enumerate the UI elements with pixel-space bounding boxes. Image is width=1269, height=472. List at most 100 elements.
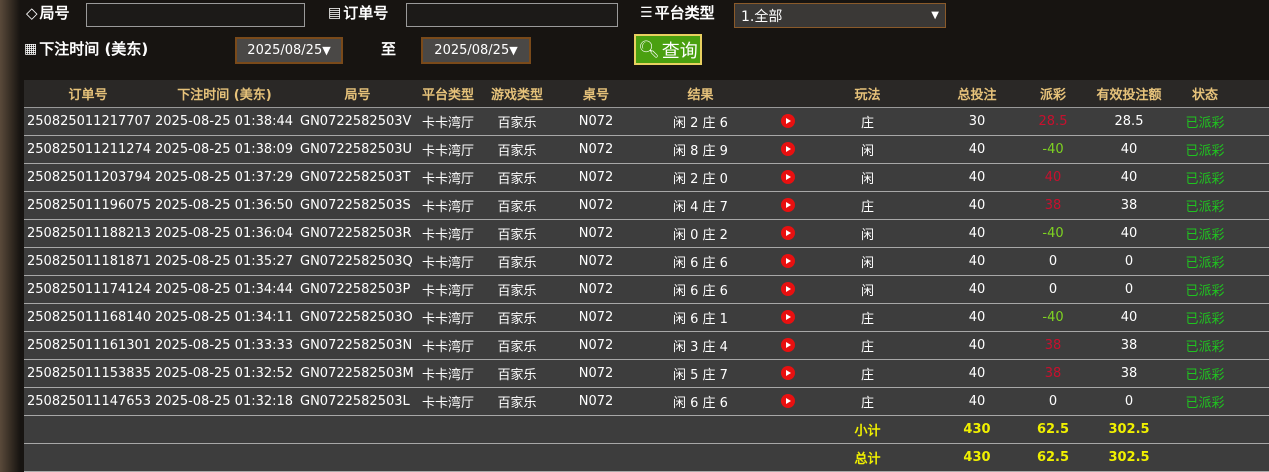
column-header[interactable]: 状态 <box>1181 80 1229 108</box>
orders-table: 订单号 下注时间 (美东) 局号 平台类型 游戏类型 桌号 结果 玩法 总投注 派彩 有效投注额 状态… <box>24 80 1269 472</box>
chevron-down-icon: ▼ <box>322 44 331 57</box>
play-video-icon[interactable] <box>780 282 795 296</box>
round-id-cell: GN0722582503P <box>297 275 418 304</box>
column-header[interactable]: 订单号 <box>24 80 152 108</box>
play-video-icon[interactable] <box>780 142 795 156</box>
platform-select[interactable]: 1.全部 ▼ <box>734 3 946 28</box>
table-row[interactable]: 250825011174124 2025-08-25 01:34:44 GN0722… <box>24 275 1269 304</box>
play-video-icon[interactable] <box>780 226 795 240</box>
result-cell: 闲 6 庄 6 <box>636 247 765 276</box>
game-type-cell: 百家乐 <box>478 359 556 388</box>
column-header[interactable]: 有效投注额 <box>1077 80 1181 108</box>
round-id-cell: GN0722582503L <box>297 387 418 416</box>
table-row[interactable]: 250825011168140 2025-08-25 01:34:11 GN0722… <box>24 303 1269 332</box>
column-header[interactable]: 结果 <box>636 80 765 108</box>
table-row[interactable]: 250825011196075 2025-08-25 01:36:50 GN0722… <box>24 191 1269 220</box>
table-row[interactable]: 250825011147653 2025-08-25 01:32:18 GN0722… <box>24 387 1269 416</box>
search-icon: 🔍︎ <box>638 39 660 60</box>
order-id-cell: 250825011217707 <box>24 107 152 136</box>
payout-cell: 0 <box>1029 387 1077 416</box>
table-row[interactable]: 250825011203794 2025-08-25 01:37:29 GN0722… <box>24 163 1269 192</box>
bet-type-cell: 闲 <box>810 135 925 164</box>
column-header[interactable]: 玩法 <box>810 80 925 108</box>
order-input[interactable] <box>406 3 618 27</box>
video-cell[interactable] <box>765 163 810 192</box>
search-button[interactable]: 🔍︎ 查询 <box>634 34 702 65</box>
extra-cell <box>1229 163 1269 192</box>
video-cell[interactable] <box>765 247 810 276</box>
table-no-cell: N072 <box>556 163 636 192</box>
table-row[interactable]: 250825011217707 2025-08-25 01:38:44 GN0722… <box>24 107 1269 136</box>
table-row[interactable]: 250825011181871 2025-08-25 01:35:27 GN0722… <box>24 247 1269 276</box>
empty-cell <box>152 443 297 472</box>
extra-cell <box>1229 387 1269 416</box>
valid-bet-cell: 40 <box>1077 135 1181 164</box>
round-input[interactable] <box>86 3 305 27</box>
table-row[interactable]: 250825011188213 2025-08-25 01:36:04 GN0722… <box>24 219 1269 248</box>
total-bet-cell: 40 <box>925 191 1029 220</box>
order-id-cell: 250825011153835 <box>24 359 152 388</box>
status-cell: 已派彩 <box>1181 219 1229 248</box>
empty-cell <box>24 415 152 444</box>
platform-cell: 卡卡湾厅 <box>418 303 478 332</box>
play-video-icon[interactable] <box>780 310 795 324</box>
result-cell: 闲 2 庄 6 <box>636 107 765 136</box>
column-header[interactable]: 局号 <box>297 80 418 108</box>
total-bet-cell: 40 <box>925 163 1029 192</box>
column-header[interactable]: 桌号 <box>556 80 636 108</box>
date-to-picker[interactable]: 2025/08/25 ▼ <box>421 37 531 64</box>
total-valid: 302.5 <box>1077 443 1181 472</box>
video-cell[interactable] <box>765 303 810 332</box>
video-cell[interactable] <box>765 219 810 248</box>
status-cell: 已派彩 <box>1181 191 1229 220</box>
play-video-icon[interactable] <box>780 338 795 352</box>
total-bet-cell: 40 <box>925 359 1029 388</box>
bet-time-cell: 2025-08-25 01:36:50 <box>152 191 297 220</box>
round-id-cell: GN0722582503S <box>297 191 418 220</box>
platform-cell: 卡卡湾厅 <box>418 275 478 304</box>
bet-type-cell: 闲 <box>810 163 925 192</box>
video-cell[interactable] <box>765 191 810 220</box>
empty-cell <box>765 443 810 472</box>
play-video-icon[interactable] <box>780 198 795 212</box>
play-video-icon[interactable] <box>780 394 795 408</box>
round-id-cell: GN0722582503V <box>297 107 418 136</box>
video-cell[interactable] <box>765 359 810 388</box>
column-header[interactable]: 下注时间 (美东) <box>152 80 297 108</box>
column-header[interactable]: 平台类型 <box>418 80 478 108</box>
empty-cell <box>1181 443 1229 472</box>
play-video-icon[interactable] <box>780 366 795 380</box>
video-cell[interactable] <box>765 387 810 416</box>
bet-time-cell: 2025-08-25 01:35:27 <box>152 247 297 276</box>
play-video-icon[interactable] <box>780 170 795 184</box>
column-header[interactable]: 派彩 <box>1029 80 1077 108</box>
order-id-cell: 250825011211274 <box>24 135 152 164</box>
payout-cell: 38 <box>1029 331 1077 360</box>
play-video-icon[interactable] <box>780 114 795 128</box>
play-video-icon[interactable] <box>780 254 795 268</box>
video-cell[interactable] <box>765 275 810 304</box>
payout-cell: 0 <box>1029 275 1077 304</box>
column-header[interactable]: 总投注 <box>925 80 1029 108</box>
column-header[interactable]: 游戏类型 <box>478 80 556 108</box>
empty-cell <box>765 415 810 444</box>
date-from-picker[interactable]: 2025/08/25 ▼ <box>235 37 343 64</box>
video-cell[interactable] <box>765 135 810 164</box>
result-cell: 闲 6 庄 6 <box>636 387 765 416</box>
empty-cell <box>636 443 765 472</box>
table-row[interactable]: 250825011211274 2025-08-25 01:38:09 GN0722… <box>24 135 1269 164</box>
table-row[interactable]: 250825011161301 2025-08-25 01:33:33 GN0722… <box>24 331 1269 360</box>
platform-cell: 卡卡湾厅 <box>418 191 478 220</box>
table-no-cell: N072 <box>556 275 636 304</box>
bet-time-cell: 2025-08-25 01:37:29 <box>152 163 297 192</box>
bet-time-cell: 2025-08-25 01:36:04 <box>152 219 297 248</box>
video-cell[interactable] <box>765 107 810 136</box>
extra-cell <box>1229 303 1269 332</box>
table-row[interactable]: 250825011153835 2025-08-25 01:32:52 GN0722… <box>24 359 1269 388</box>
column-header[interactable] <box>765 80 810 108</box>
total-bet-cell: 40 <box>925 135 1029 164</box>
valid-bet-cell: 0 <box>1077 275 1181 304</box>
column-header[interactable]: 游 <box>1229 80 1269 108</box>
extra-cell <box>1229 107 1269 136</box>
video-cell[interactable] <box>765 331 810 360</box>
